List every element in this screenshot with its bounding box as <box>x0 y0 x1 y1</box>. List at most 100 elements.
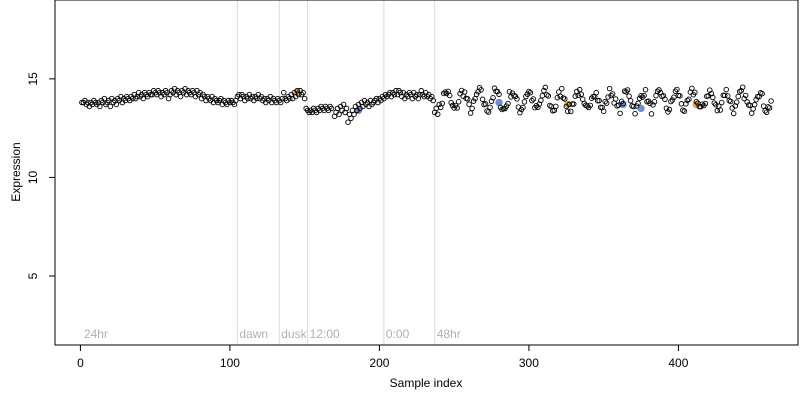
data-point <box>506 88 513 95</box>
data-point <box>478 87 484 93</box>
data-point <box>442 89 448 95</box>
data-point <box>351 111 357 118</box>
data-point <box>521 99 528 105</box>
data-point <box>434 111 441 118</box>
data-point <box>300 89 306 96</box>
data-point <box>587 102 593 109</box>
data-point <box>602 98 608 105</box>
data-point <box>482 101 489 107</box>
x-axis-title: Sample index <box>390 376 463 390</box>
data-point <box>280 89 287 96</box>
data-point <box>639 94 646 100</box>
data-point <box>707 87 713 93</box>
data-point <box>617 110 623 117</box>
data-point <box>524 91 531 97</box>
data-point <box>636 95 643 102</box>
data-point <box>742 92 749 99</box>
vertical-marker-label: 24hr <box>84 327 108 341</box>
data-points <box>79 84 774 125</box>
data-point <box>484 108 490 114</box>
data-point <box>741 95 747 102</box>
data-point <box>671 94 677 100</box>
data-point <box>642 86 649 93</box>
vertical-marker-label: 0:00 <box>386 327 410 341</box>
data-point <box>692 89 698 96</box>
data-point <box>488 98 495 104</box>
data-point <box>448 99 454 106</box>
data-point <box>668 98 674 105</box>
data-point <box>674 86 680 93</box>
vertical-marker-labels: 24hr dawn dusk 12:00 0:00 48hr <box>84 327 461 341</box>
data-point <box>533 102 540 109</box>
data-point <box>458 87 465 94</box>
data-point <box>545 93 552 99</box>
data-point <box>505 100 511 107</box>
data-point <box>140 95 146 102</box>
data-point <box>572 93 578 99</box>
data-point <box>730 110 737 117</box>
data-point <box>466 101 472 107</box>
data-point <box>464 96 471 102</box>
data-point <box>557 93 564 100</box>
data-point <box>739 84 746 90</box>
data-point <box>699 101 706 107</box>
data-point <box>520 104 526 111</box>
data-point <box>723 86 729 93</box>
data-point <box>608 92 614 99</box>
x-tick-label: 300 <box>519 356 539 370</box>
data-point <box>469 105 475 112</box>
data-point <box>446 92 453 99</box>
x-tick-label: 0 <box>77 356 84 370</box>
data-point <box>651 99 658 105</box>
data-point <box>686 96 692 102</box>
data-point <box>624 87 631 93</box>
vertical-marker-label: dusk <box>281 327 307 341</box>
data-point <box>603 100 610 106</box>
y-tick-label: 15 <box>26 72 40 86</box>
data-point <box>565 108 571 115</box>
data-point <box>596 97 602 104</box>
data-point <box>301 95 308 102</box>
data-point <box>553 103 559 110</box>
data-point <box>724 93 731 99</box>
data-point <box>530 96 537 102</box>
x-tick-label: 100 <box>220 356 240 370</box>
data-point <box>494 88 501 95</box>
data-point <box>719 99 725 106</box>
x-tick-label: 200 <box>369 356 389 370</box>
data-point <box>554 94 561 101</box>
data-point <box>717 107 724 113</box>
data-point <box>101 95 108 102</box>
vertical-marker-label: 12:00 <box>310 327 340 341</box>
data-point <box>575 92 581 99</box>
data-point <box>440 90 447 97</box>
data-point <box>454 105 460 111</box>
data-point <box>753 96 759 103</box>
data-point <box>487 104 493 111</box>
data-point <box>638 93 644 99</box>
data-point <box>632 110 638 117</box>
data-point <box>641 92 647 99</box>
data-point <box>612 96 619 102</box>
x-axis: 0 100 200 300 400 <box>77 345 689 370</box>
data-point <box>620 100 626 107</box>
data-point <box>693 98 700 105</box>
y-tick-label: 10 <box>26 170 40 184</box>
data-point <box>559 85 565 92</box>
data-point <box>496 91 502 98</box>
data-point <box>600 108 607 114</box>
data-point <box>430 97 436 104</box>
data-point <box>511 92 517 99</box>
data-point <box>527 89 534 96</box>
data-point <box>762 108 768 114</box>
x-tick-label: 400 <box>668 356 688 370</box>
data-point <box>279 95 285 102</box>
data-point <box>517 109 523 116</box>
data-point <box>588 95 595 101</box>
data-point <box>568 108 574 115</box>
data-point <box>578 91 584 98</box>
data-point <box>107 103 114 110</box>
data-point <box>514 96 520 102</box>
data-point <box>727 98 734 105</box>
data-point <box>343 105 350 112</box>
